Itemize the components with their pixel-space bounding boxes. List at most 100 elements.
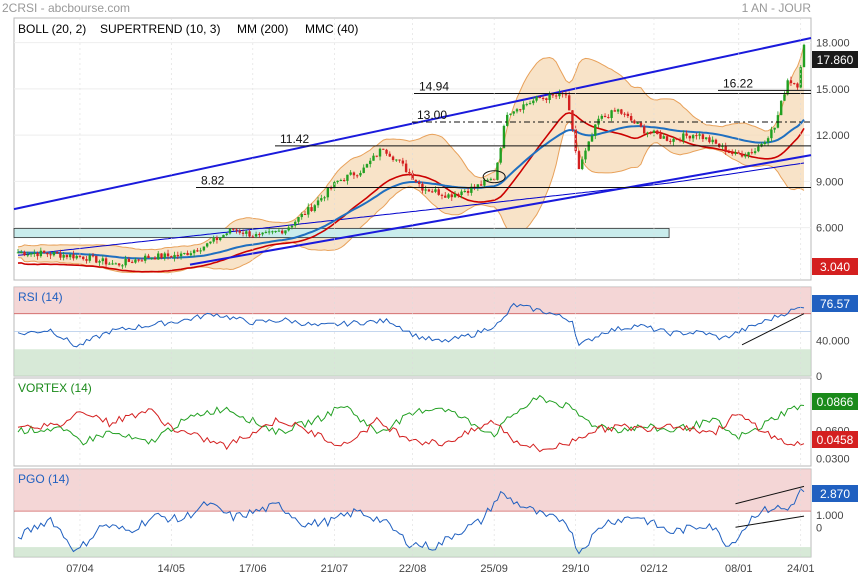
candle-body bbox=[600, 115, 603, 119]
candle-body bbox=[68, 254, 72, 258]
candle-body bbox=[718, 143, 721, 147]
candle-body bbox=[672, 138, 675, 142]
legend-mm200: MM (200) bbox=[237, 22, 288, 36]
candle-body bbox=[192, 250, 196, 254]
candle-body bbox=[479, 184, 483, 186]
rsi-tag-box bbox=[812, 295, 858, 312]
candle-body bbox=[519, 109, 522, 111]
candle-body bbox=[114, 263, 118, 265]
candle-body bbox=[486, 179, 489, 181]
candle-body bbox=[189, 253, 193, 256]
candle-body bbox=[629, 116, 633, 121]
candle-body bbox=[117, 263, 121, 266]
candle-body bbox=[284, 230, 287, 234]
x-tick-label: 22/08 bbox=[399, 563, 427, 575]
candle-body bbox=[678, 139, 682, 141]
vortex-title: VORTEX (14) bbox=[18, 381, 92, 395]
candle-body bbox=[538, 96, 542, 98]
candle-body bbox=[548, 94, 551, 101]
candle-body bbox=[241, 232, 245, 234]
candle-body bbox=[222, 234, 225, 238]
candle-body bbox=[101, 258, 104, 262]
volume-tag: 3.040 bbox=[812, 258, 858, 275]
candle-body bbox=[698, 134, 701, 136]
candle-body bbox=[532, 100, 535, 104]
candle-body bbox=[404, 163, 408, 173]
channel-lower-line bbox=[189, 154, 812, 266]
candle-body bbox=[375, 155, 378, 157]
candle-body bbox=[258, 234, 261, 236]
candle-body bbox=[359, 172, 362, 176]
candle-body bbox=[215, 237, 219, 240]
candle-body bbox=[401, 160, 405, 164]
candle-body bbox=[636, 122, 639, 124]
vortex-lines bbox=[17, 394, 805, 453]
candle-body bbox=[108, 263, 111, 265]
pgo-title: PGO (14) bbox=[18, 472, 69, 486]
candle-body bbox=[440, 194, 444, 196]
candle-body bbox=[333, 182, 336, 189]
candle-body bbox=[574, 129, 577, 152]
candle-body bbox=[20, 251, 23, 253]
candle-body bbox=[166, 253, 170, 257]
candle-body bbox=[704, 137, 708, 140]
price-overlays bbox=[13, 37, 812, 274]
legend-mmc40: MMC (40) bbox=[305, 22, 358, 36]
candle-body bbox=[398, 159, 401, 161]
candle-body bbox=[42, 250, 46, 253]
price-legend: BOLL (20, 2) SUPERTREND (10, 3) MM (200)… bbox=[18, 22, 358, 36]
vortex-minus-value: 0.0458 bbox=[817, 433, 854, 447]
candle-body bbox=[75, 255, 78, 259]
candle-body bbox=[665, 136, 669, 141]
candle-body bbox=[127, 258, 131, 262]
mm200-line bbox=[17, 162, 805, 256]
rsi-last-value: 76.57 bbox=[820, 297, 850, 311]
rsi-title: RSI (14) bbox=[18, 290, 63, 304]
candle-body bbox=[525, 104, 528, 106]
bollinger-upper-line bbox=[17, 44, 805, 251]
candle-body bbox=[522, 104, 525, 110]
candle-body bbox=[688, 135, 692, 139]
chart-period-label: 1 AN - JOUR bbox=[742, 1, 812, 15]
vortex-panel-frame bbox=[13, 377, 812, 467]
candle-body bbox=[300, 214, 303, 218]
candle-body bbox=[329, 187, 333, 189]
candle-body bbox=[509, 113, 512, 115]
pgo-trendline-upper bbox=[735, 485, 805, 505]
candle-body bbox=[349, 172, 352, 175]
x-tick-label: 21/07 bbox=[321, 563, 349, 575]
x-tick-label: 07/04 bbox=[66, 563, 94, 575]
vortex-y-tick-label: 0.0300 bbox=[816, 454, 850, 466]
candle-body bbox=[620, 109, 623, 114]
candle-body bbox=[245, 231, 248, 234]
candle-body bbox=[274, 231, 277, 233]
rsi-y-axis: 40.000 0 bbox=[816, 335, 850, 383]
candle-body bbox=[26, 254, 29, 256]
price-y-tick-label: 18.000 bbox=[816, 38, 850, 50]
candle-body bbox=[228, 228, 232, 234]
candle-body bbox=[776, 115, 780, 128]
candle-body bbox=[675, 138, 679, 140]
vortex-minus-line bbox=[17, 408, 805, 453]
candle-body bbox=[65, 255, 69, 258]
candle-body bbox=[564, 94, 568, 96]
candle-body bbox=[584, 150, 587, 160]
candle-body bbox=[23, 251, 26, 256]
candle-body bbox=[202, 246, 206, 251]
pgo-tag-box bbox=[812, 485, 858, 502]
candle-body bbox=[623, 113, 626, 115]
candle-body bbox=[395, 159, 398, 161]
candle-body bbox=[196, 250, 199, 252]
candle-body bbox=[558, 93, 561, 97]
candle-body bbox=[219, 237, 222, 240]
candle-body bbox=[91, 255, 95, 257]
candle-body bbox=[430, 191, 434, 193]
candle-body bbox=[248, 231, 251, 237]
candle-body bbox=[466, 191, 470, 193]
candle-body bbox=[747, 152, 750, 156]
last-price-tag: 17.860 bbox=[812, 51, 858, 68]
candle-body bbox=[267, 231, 271, 233]
candle-body bbox=[365, 164, 369, 168]
